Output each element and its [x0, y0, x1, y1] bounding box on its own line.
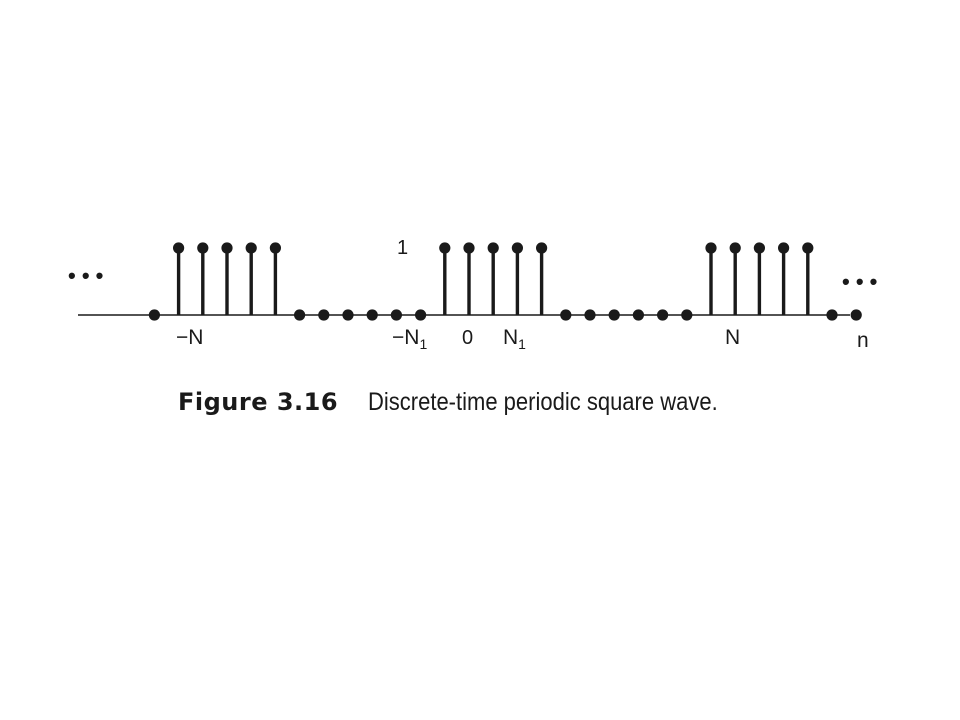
- stem-dot-high: [439, 242, 451, 254]
- tick-label-minus-N1-sub: 1: [419, 336, 427, 352]
- tick-label-N1-main: N: [503, 326, 518, 349]
- figure-caption: Figure 3.16 Discrete-time periodic square…: [178, 388, 765, 417]
- stem-dot-zero: [584, 309, 596, 321]
- tick-label-N: N: [725, 326, 740, 349]
- tick-label-N1: N1: [503, 326, 526, 352]
- stem-dot-zero: [826, 309, 838, 321]
- stem-dot-high: [269, 242, 281, 254]
- tick-label-minus-N1-main: −N: [392, 326, 419, 349]
- ellipsis-right: • • •: [842, 269, 877, 294]
- tick-label-minus-N: −N: [176, 326, 203, 349]
- stem-dot-high: [173, 242, 185, 254]
- stem-dot-high: [463, 242, 475, 254]
- stem-dot-high: [802, 242, 814, 254]
- stem-dot-high: [245, 242, 257, 254]
- stem-dot-high: [729, 242, 741, 254]
- stem-dot-high: [536, 242, 548, 254]
- amplitude-label: 1: [397, 237, 408, 259]
- stem-dot-zero: [681, 309, 693, 321]
- stem-dot-zero: [657, 309, 669, 321]
- stem-dot-zero: [366, 309, 378, 321]
- tick-label-N1-sub: 1: [518, 336, 526, 352]
- stem-dot-high: [511, 242, 523, 254]
- tick-label-minus-N1: −N1: [392, 326, 427, 352]
- figure-number: Figure 3.16: [178, 388, 339, 416]
- stem-dot-zero: [632, 309, 645, 321]
- tick-label-zero: 0: [462, 327, 473, 349]
- stem-dot-zero: [148, 309, 160, 321]
- stem-dot-high: [778, 242, 790, 254]
- stem-dot-zero: [560, 309, 572, 321]
- stem-dot-zero: [318, 309, 330, 321]
- stem-dot-high: [753, 242, 766, 254]
- stem-dot-high: [221, 242, 233, 254]
- stem-series: [148, 242, 862, 321]
- stem-dot-zero: [850, 309, 862, 321]
- stem-dot-high: [197, 242, 209, 254]
- ellipsis-left: • • •: [68, 263, 103, 288]
- stem-dot-high: [705, 242, 717, 254]
- stem-dot-zero: [342, 309, 354, 321]
- stem-dot-zero: [608, 309, 620, 321]
- figure-title: Discrete-time periodic square wave.: [368, 388, 718, 416]
- stem-dot-high: [487, 242, 499, 254]
- stem-dot-zero: [294, 309, 306, 321]
- stem-dot-zero: [415, 309, 427, 321]
- axis-label-n: n: [857, 329, 869, 352]
- stem-dot-zero: [390, 309, 402, 321]
